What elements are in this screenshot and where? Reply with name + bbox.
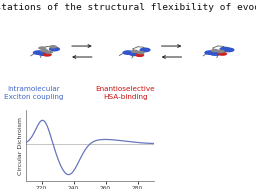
Circle shape [139, 47, 151, 52]
Y-axis label: Circular Dichroism: Circular Dichroism [18, 117, 23, 174]
Circle shape [131, 50, 139, 53]
Circle shape [122, 50, 134, 55]
Circle shape [219, 47, 231, 51]
Circle shape [37, 51, 48, 56]
Circle shape [217, 50, 225, 53]
Circle shape [49, 47, 60, 51]
Circle shape [209, 51, 220, 56]
Circle shape [223, 47, 234, 52]
Text: Intramolecular
Exciton coupling: Intramolecular Exciton coupling [4, 86, 63, 100]
Text: Manifestations of the structural flexibility of evodiamine: Manifestations of the structural flexibi… [0, 3, 256, 12]
Circle shape [38, 46, 46, 50]
Circle shape [211, 49, 219, 52]
Circle shape [218, 52, 227, 56]
Text: Enantioselective
HSA-binding: Enantioselective HSA-binding [96, 86, 155, 100]
Circle shape [40, 49, 48, 52]
Circle shape [49, 45, 57, 49]
Circle shape [33, 50, 44, 55]
Circle shape [204, 50, 216, 55]
Circle shape [136, 51, 145, 54]
Circle shape [45, 50, 53, 54]
Circle shape [42, 53, 52, 57]
Circle shape [135, 53, 144, 57]
Circle shape [128, 51, 140, 56]
